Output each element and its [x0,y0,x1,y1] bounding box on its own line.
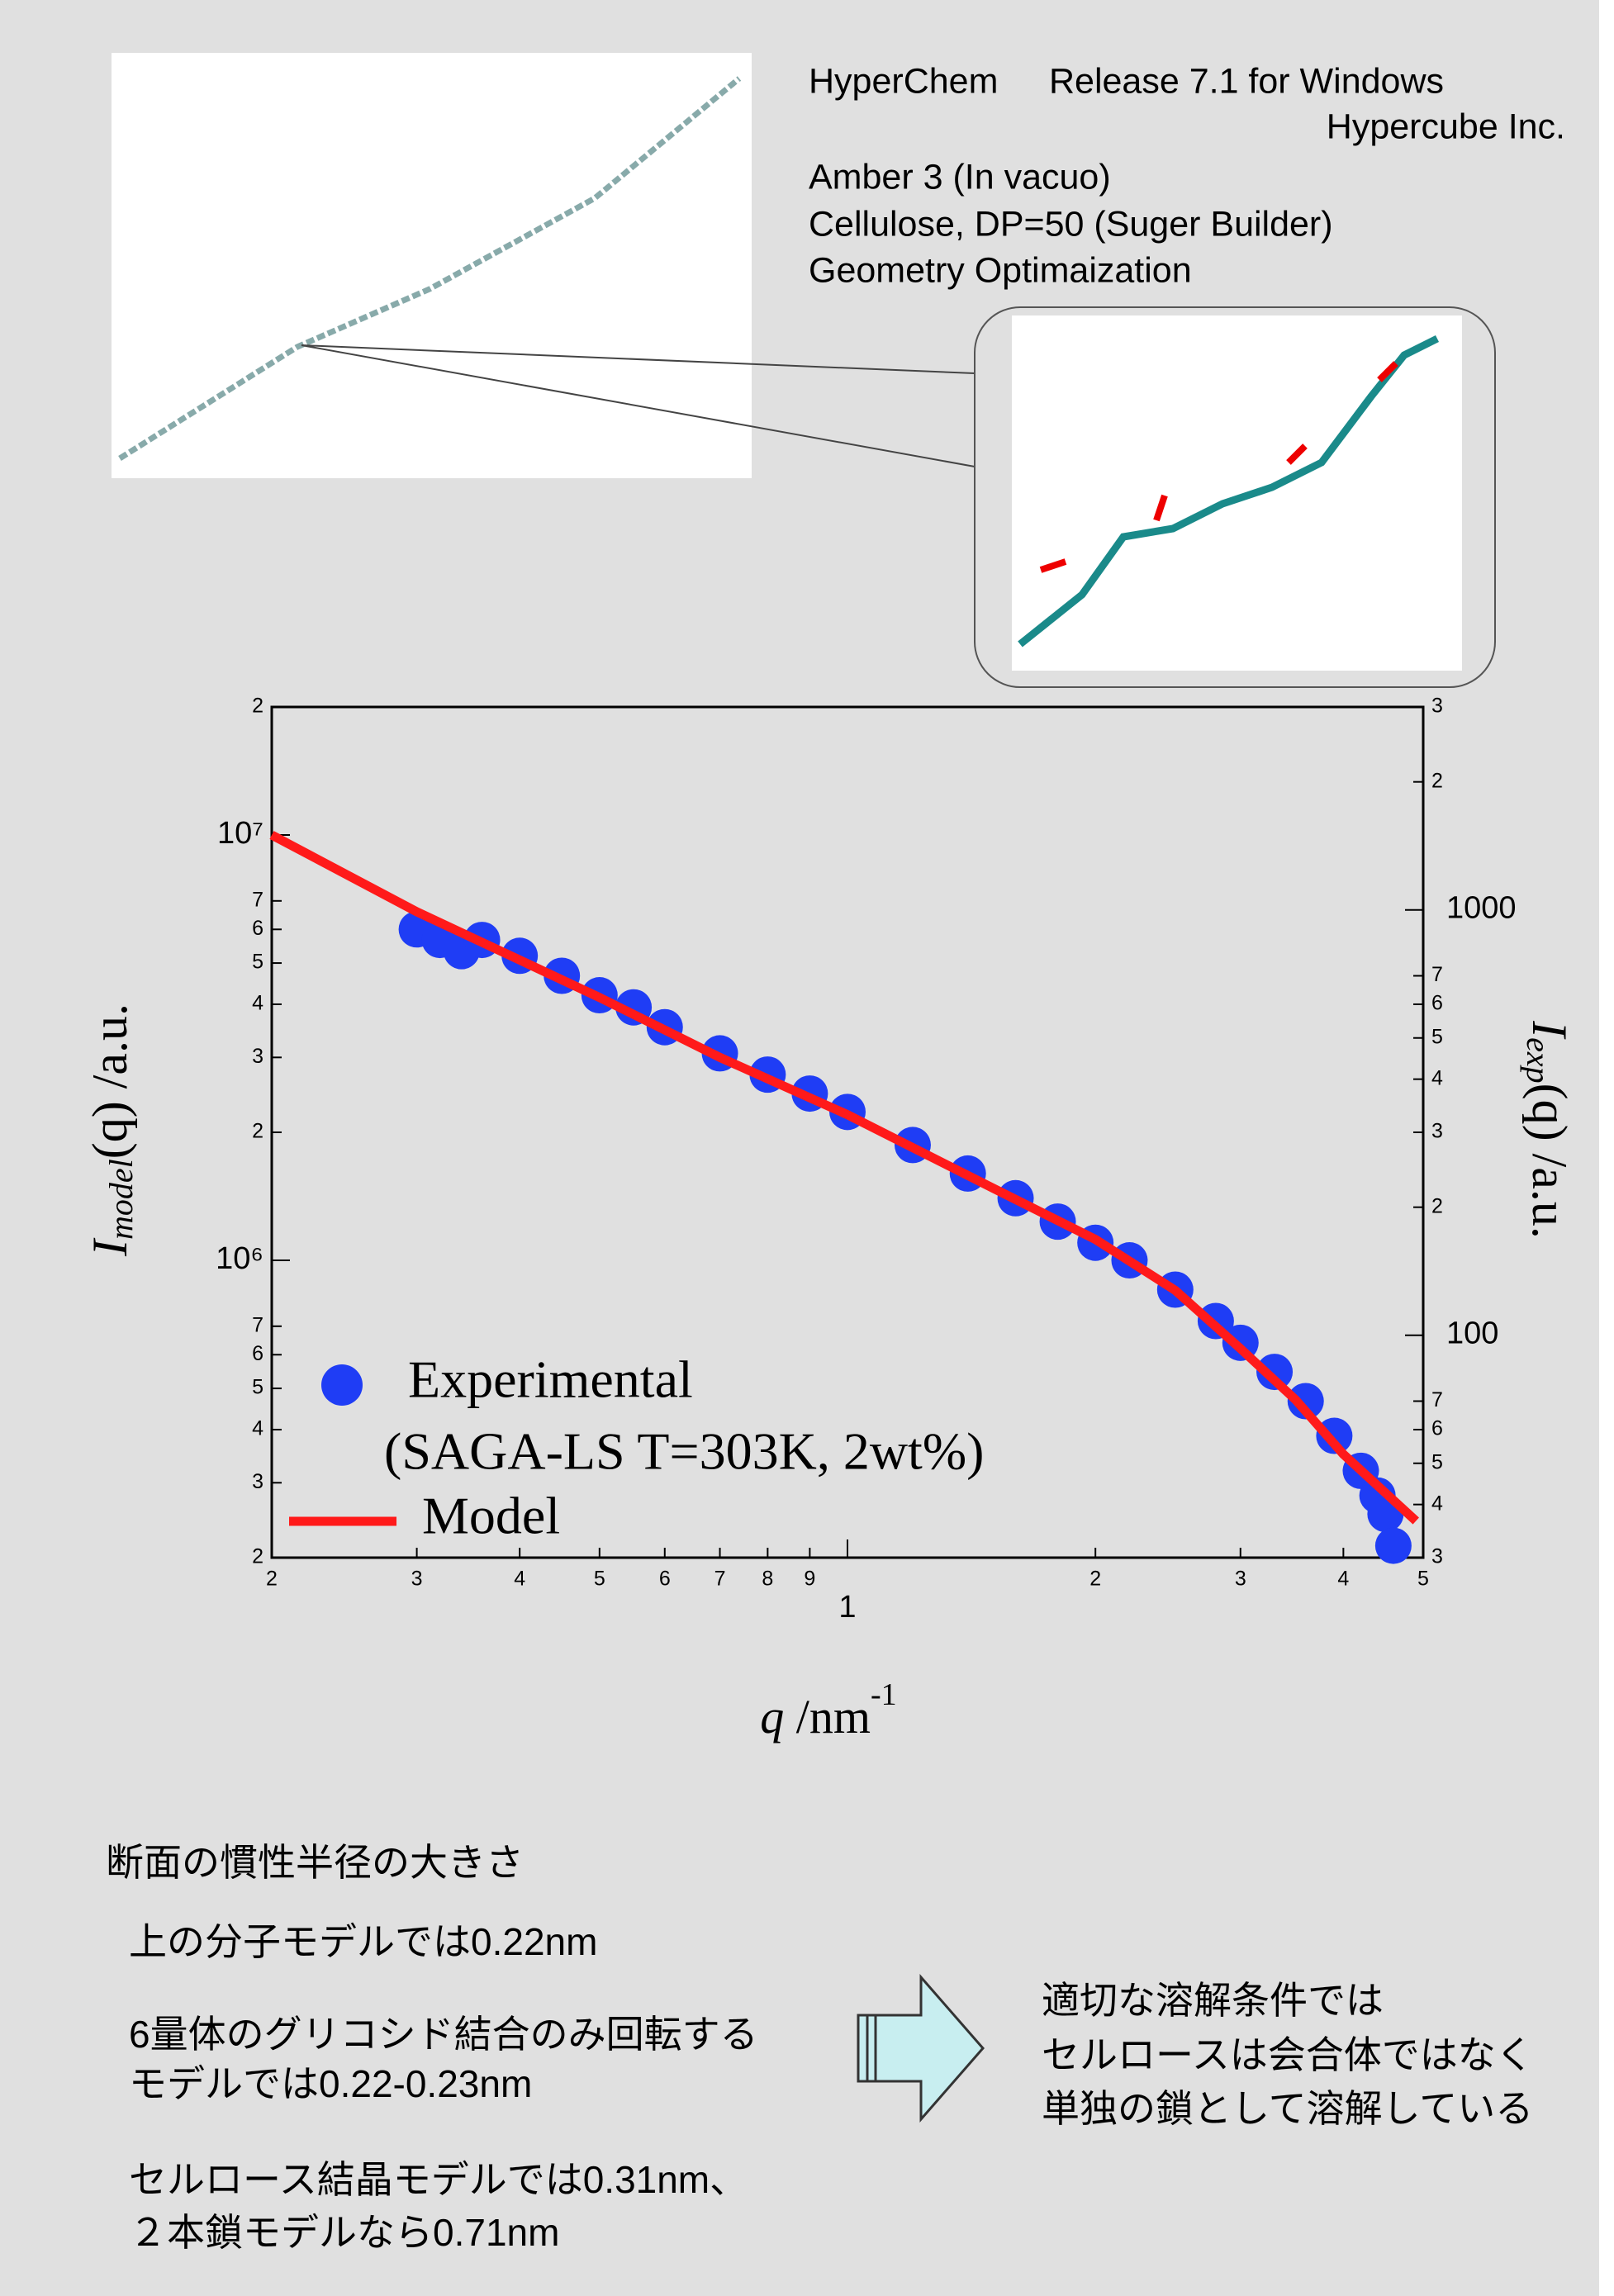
x-tick-label: 4 [1337,1568,1349,1591]
y-tick-label: 2 [252,1120,263,1143]
note-item: セルロース結晶モデルでは0.31nm、 [129,2158,748,2201]
y-tick-label: 6 [252,1342,263,1365]
legend-note: (SAGA-LS T=303K, 2wt%) [384,1422,984,1481]
note-item: 上の分子モデルでは0.22nm [129,1920,597,1963]
y-tick-label: 2 [252,695,263,718]
label-part: -1 [871,1677,897,1712]
x-tick-label: 8 [762,1568,773,1591]
info-text: Release 7.1 for Windows [1049,61,1444,101]
label-part: (q) /a.u. [83,1003,137,1159]
y-tick-label: 10⁷ [217,816,263,851]
y-tick-label: 3 [252,1045,263,1068]
y-tick-label: 3 [252,1470,263,1493]
x-tick-label: 4 [514,1568,525,1591]
y2-tick-label: 3 [1431,1120,1443,1143]
x-tick-label: 5 [594,1568,605,1591]
y-tick-label: 4 [252,1417,263,1440]
y-tick-label: 7 [252,1313,263,1336]
y-tick-label: 5 [252,951,263,974]
note-item: 6量体のグリコシド結合のみ回転する [129,2013,758,2056]
x-tick-label: 5 [1417,1568,1429,1591]
y-tick-label: 5 [252,1376,263,1399]
y2-tick-label: 3 [1431,1545,1443,1568]
label-part: q [760,1690,784,1743]
y2-tick-label: 7 [1431,963,1443,986]
note-item: ２本鎖モデルなら0.71nm [129,2211,559,2254]
y2-tick-label: 2 [1431,769,1443,792]
y2-tick-label: 2 [1431,1194,1443,1217]
x-tick-label: 2 [1089,1568,1101,1591]
info-text: HyperChem [809,61,998,101]
x-tick-label: 6 [659,1568,671,1591]
label-part: (q) /a.u. [1522,1084,1577,1239]
y2-tick-label: 6 [1431,1417,1443,1440]
y2-tick-label: 6 [1431,992,1443,1015]
info-text: Hypercube Inc. [1327,107,1565,146]
x-tick-label: 7 [714,1568,726,1591]
y2-tick-label: 5 [1431,1025,1443,1048]
label-part: model [102,1159,140,1240]
y-tick-label: 2 [252,1545,263,1568]
x-tick-label: 3 [411,1568,423,1591]
x-tick-label: 9 [804,1568,815,1591]
y2-tick-label: 7 [1431,1388,1443,1411]
note-item: モデルでは0.22-0.23nm [129,2062,532,2105]
legend-marker [321,1364,363,1406]
label-part: /nm [784,1690,871,1743]
y2-tick-label: 3 [1431,695,1443,718]
x-tick-label: 2 [266,1568,278,1591]
y-tick-label: 4 [252,992,263,1015]
label-part: exp [1520,1037,1557,1084]
slide: HyperChem Release 7.1 for Windows Hyperc… [0,0,1614,2296]
info-text: Cellulose, DP=50 (Suger Builder) [809,204,1333,244]
y-tick-label: 10⁶ [216,1241,263,1276]
y2-tick-label: 4 [1431,1492,1443,1515]
y-tick-label: 6 [252,917,263,940]
legend-label: Experimental [408,1350,693,1409]
y2-tick-label: 4 [1431,1066,1443,1089]
note-heading: 断面の慣性半径の大きさ [106,1841,524,1884]
info-text: Geometry Optimaization [809,250,1192,290]
x-tick-label: 3 [1235,1568,1246,1591]
info-text: Amber 3 (In vacuo) [809,157,1111,197]
y2-tick-label: 100 [1446,1316,1498,1351]
y2-tick-label: 5 [1431,1450,1443,1473]
conclusion: 適切な溶解条件では [1042,1979,1384,2022]
x-tick-label: 1 [838,1590,856,1625]
data-point [1375,1528,1412,1564]
legend-label: Model [422,1487,560,1545]
conclusion: 単独の鎖として溶解している [1042,2087,1533,2130]
y2-tick-label: 1000 [1446,891,1517,926]
conclusion: セルロースは会合体ではなく [1042,2033,1534,2076]
y-tick-label: 7 [252,888,263,911]
molecule-image [112,53,752,478]
